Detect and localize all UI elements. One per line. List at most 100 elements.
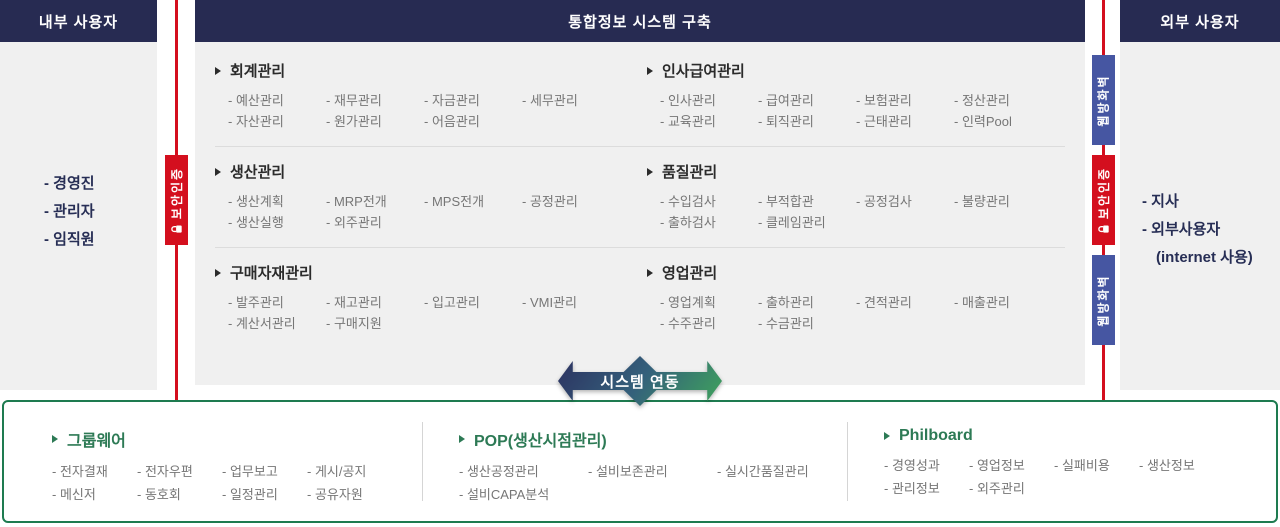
module-item: - VMI관리 bbox=[522, 295, 577, 310]
bottom-item: - 관리정보 bbox=[884, 481, 940, 496]
bottom-item: - 전자우편 bbox=[137, 464, 193, 479]
module-items: - 발주관리 - 재고관리 - 입고관리 - VMI관리 - 계산서관리 - 구매지원 bbox=[215, 292, 647, 334]
module-title-label: 인사급여관리 bbox=[662, 63, 745, 80]
web-firewall-badge-bottom: 웹방화벽 bbox=[1092, 255, 1115, 345]
bottom-section-items: - 생산공정관리 - 설비보존관리 - 실시간품질관리 - 설비CAPA분석 bbox=[459, 461, 847, 507]
triangle-bullet-icon bbox=[647, 167, 653, 176]
internal-user-item: - 관리자 bbox=[44, 203, 95, 220]
bottom-section-title-label: 그룹웨어 bbox=[67, 433, 126, 450]
triangle-bullet-icon bbox=[884, 432, 890, 440]
module: 회계관리 - 예산관리 - 재무관리 - 자금관리 - 세무관리 - 자산관리 - 원가관리… bbox=[215, 60, 647, 136]
module-item: - 원가관리 bbox=[326, 114, 382, 129]
system-link-connector: 시스템 연동 bbox=[558, 356, 722, 406]
module-items: - 예산관리 - 재무관리 - 자금관리 - 세무관리 - 자산관리 - 원가관리 - 어음… bbox=[215, 90, 647, 132]
module-title: 구매자재관리 bbox=[215, 262, 647, 283]
module: 구매자재관리 - 발주관리 - 재고관리 - 입고관리 - VMI관리 - 계산서관리 - … bbox=[215, 262, 647, 339]
bottom-section-items: - 전자결재 - 전자우편 - 업무보고 - 게시/공지 - 메신저 - 동호회 - 일정관… bbox=[52, 461, 422, 507]
integrated-system-header: 통합정보 시스템 구축 bbox=[195, 0, 1085, 42]
bottom-section-title: POP(생산시점관리) bbox=[459, 427, 847, 451]
bottom-section: 그룹웨어 - 전자결재 - 전자우편 - 업무보고 - 게시/공지 - 메신저 - 동호회 -… bbox=[4, 402, 422, 521]
module-item: - 입고관리 bbox=[424, 295, 480, 310]
linked-systems-box: 그룹웨어 - 전자결재 - 전자우편 - 업무보고 - 게시/공지 - 메신저 - 동호회 -… bbox=[2, 400, 1278, 523]
triangle-bullet-icon bbox=[647, 66, 653, 75]
module-grid: 회계관리 - 예산관리 - 재무관리 - 자금관리 - 세무관리 - 자산관리 - 원가관리… bbox=[195, 42, 1085, 349]
security-auth-badge-internal: 보안인증 bbox=[165, 155, 188, 245]
integrated-system-body: 회계관리 - 예산관리 - 재무관리 - 자금관리 - 세무관리 - 자산관리 - 원가관리… bbox=[195, 42, 1085, 385]
bottom-section: Philboard - 경영성과 - 영업정보 - 실패비용 - 생산정보 - 관리정보 -… bbox=[848, 402, 1276, 521]
bottom-item: - 게시/공지 bbox=[307, 464, 367, 479]
module-item: - 견적관리 bbox=[856, 295, 912, 310]
module-row: 구매자재관리 - 발주관리 - 재고관리 - 입고관리 - VMI관리 - 계산서관리 - … bbox=[215, 248, 1065, 349]
bottom-section-items: - 경영성과 - 영업정보 - 실패비용 - 생산정보 - 관리정보 - 외주관리 bbox=[884, 455, 1276, 501]
module-item: - 정산관리 bbox=[954, 93, 1010, 108]
module-item: - 출하검사 bbox=[660, 215, 716, 230]
internal-user-list: - 경영진 - 관리자 - 임직원 bbox=[0, 42, 157, 254]
module-title-label: 구매자재관리 bbox=[230, 265, 313, 282]
triangle-bullet-icon bbox=[647, 268, 653, 277]
bottom-item: - 설비보존관리 bbox=[588, 464, 668, 479]
bottom-item: - 영업정보 bbox=[969, 458, 1025, 473]
bottom-item: - 일정관리 bbox=[222, 487, 278, 502]
integrated-system-panel: 통합정보 시스템 구축 회계관리 - 예산관리 - 재무관리 - 자금관리 - 세무관리… bbox=[195, 0, 1085, 385]
triangle-bullet-icon bbox=[52, 435, 58, 443]
internal-users-header: 내부 사용자 bbox=[0, 0, 157, 42]
module-items: - 인사관리 - 급여관리 - 보험관리 - 정산관리 - 교육관리 - 퇴직관리 - 근태… bbox=[647, 90, 1065, 132]
external-users-header: 외부 사용자 bbox=[1120, 0, 1280, 42]
module-item: - 외주관리 bbox=[326, 215, 382, 230]
module-item: - 세무관리 bbox=[522, 93, 578, 108]
triangle-bullet-icon bbox=[215, 66, 221, 75]
module-item: - 생산계획 bbox=[228, 194, 284, 209]
bottom-item: - 전자결재 bbox=[52, 464, 108, 479]
module-items: - 영업계획 - 출하관리 - 견적관리 - 매출관리 - 수주관리 - 수금관리 bbox=[647, 292, 1065, 334]
module-item: - 영업계획 bbox=[660, 295, 716, 310]
module-item: - 급여관리 bbox=[758, 93, 814, 108]
internal-user-item: - 임직원 bbox=[44, 231, 95, 248]
external-user-item: (internet 사용) bbox=[1156, 249, 1253, 266]
module-item: - 인사관리 bbox=[660, 93, 716, 108]
system-link-arrow: 시스템 연동 bbox=[558, 356, 722, 406]
module: 품질관리 - 수입검사 - 부적합관 - 공정검사 - 불량관리 - 출하검사 - 클레임관… bbox=[647, 161, 1065, 237]
module-item: - 클레임관리 bbox=[758, 215, 826, 230]
bottom-item: - 외주관리 bbox=[969, 481, 1025, 496]
module-item: - 발주관리 bbox=[228, 295, 284, 310]
module-row: 생산관리 - 생산계획 - MRP전개 - MPS전개 - 공정관리 - 생산실행 - 외주… bbox=[215, 147, 1065, 248]
module-item: - 수입검사 bbox=[660, 194, 716, 209]
bottom-item: - 경영성과 bbox=[884, 458, 940, 473]
bottom-item: - 메신저 bbox=[52, 487, 96, 502]
module-title-label: 영업관리 bbox=[662, 265, 718, 282]
module-title-label: 회계관리 bbox=[230, 63, 286, 80]
lock-icon bbox=[1097, 224, 1109, 233]
bottom-section-title: 그룹웨어 bbox=[52, 427, 422, 451]
security-auth-label: 보안인증 bbox=[1097, 166, 1112, 219]
module-item: - 교육관리 bbox=[660, 114, 716, 129]
module-item: - 불량관리 bbox=[954, 194, 1010, 209]
bottom-item: - 공유자원 bbox=[307, 487, 363, 502]
module-item: - 자금관리 bbox=[424, 93, 480, 108]
module-item: - 계산서관리 bbox=[228, 316, 296, 331]
module-item: - 공정검사 bbox=[856, 194, 912, 209]
module-item: - 예산관리 bbox=[228, 93, 284, 108]
internal-user-item: - 경영진 bbox=[44, 175, 95, 192]
module-item: - 근태관리 bbox=[856, 114, 912, 129]
module-item: - 부적합관 bbox=[758, 194, 814, 209]
bottom-section-title-label: POP(생산시점관리) bbox=[474, 433, 607, 450]
web-firewall-label: 웹방화벽 bbox=[1097, 273, 1112, 327]
module-title: 품질관리 bbox=[647, 161, 1065, 182]
bottom-item: - 업무보고 bbox=[222, 464, 278, 479]
bottom-section-title: Philboard bbox=[884, 427, 1276, 445]
triangle-bullet-icon bbox=[215, 167, 221, 176]
module-item: - 수주관리 bbox=[660, 316, 716, 331]
module-item: - 인력Pool bbox=[954, 114, 1012, 129]
bottom-item: - 실시간품질관리 bbox=[717, 464, 809, 479]
module-title: 생산관리 bbox=[215, 161, 647, 182]
internal-users-body: - 경영진 - 관리자 - 임직원 bbox=[0, 42, 157, 390]
bottom-section-title-label: Philboard bbox=[899, 427, 973, 444]
module-item: - 재무관리 bbox=[326, 93, 382, 108]
module-item: - 퇴직관리 bbox=[758, 114, 814, 129]
module-item: - 구매지원 bbox=[326, 316, 382, 331]
bottom-item: - 실패비용 bbox=[1054, 458, 1110, 473]
security-auth-badge-external: 보안인증 bbox=[1092, 155, 1115, 245]
external-users-body: - 지사 - 외부사용자 (internet 사용) bbox=[1120, 42, 1280, 390]
module-item: - 공정관리 bbox=[522, 194, 578, 209]
